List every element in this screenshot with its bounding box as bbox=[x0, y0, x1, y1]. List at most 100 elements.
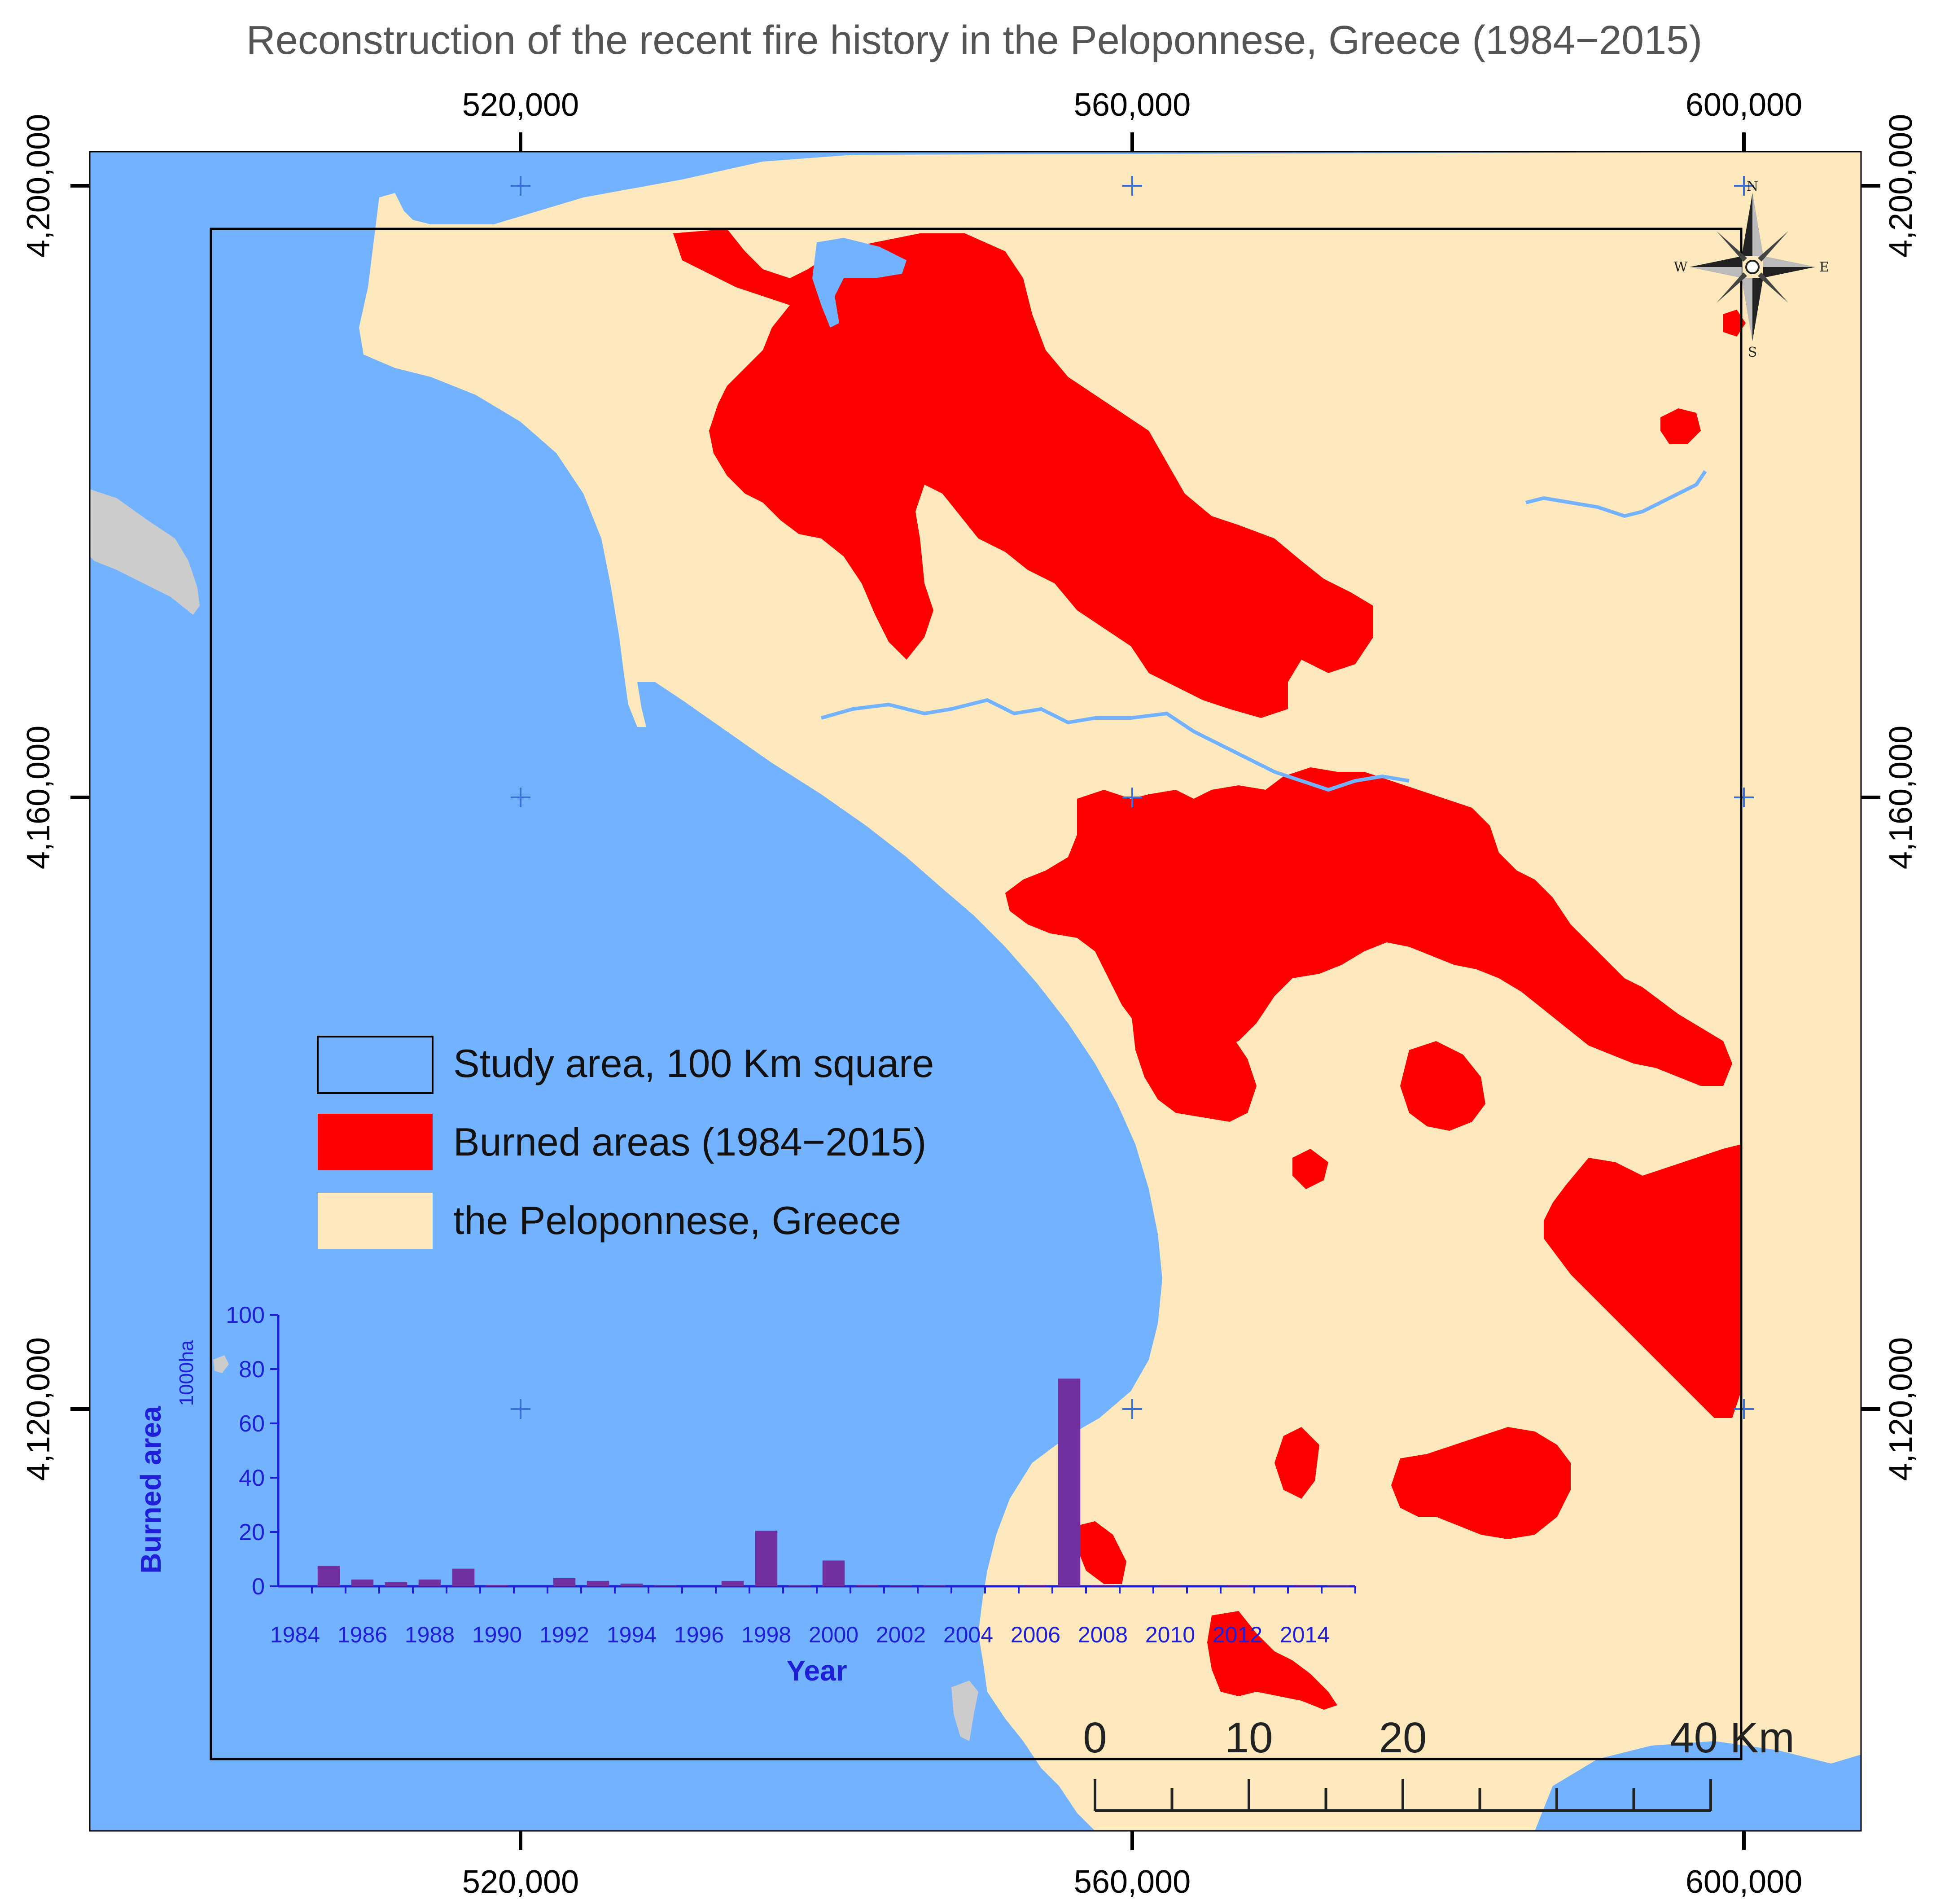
chart-x-tick-label: 2004 bbox=[943, 1622, 993, 1647]
x-tick-label-top-3: 600,000 bbox=[1686, 87, 1802, 123]
y-tick-label-left-2: 4,160,000 bbox=[21, 726, 57, 869]
chart-bar bbox=[587, 1580, 609, 1586]
burned-area-north-central bbox=[673, 229, 1373, 718]
chart-x-tick-label: 1994 bbox=[607, 1622, 657, 1647]
chart-bar bbox=[822, 1560, 845, 1586]
legend-swatch-land bbox=[318, 1193, 433, 1249]
outside-island-left bbox=[90, 489, 200, 615]
chart-bar bbox=[385, 1582, 407, 1586]
chart-x-tick-label: 2002 bbox=[876, 1622, 926, 1647]
chart-y-tick-label: 60 bbox=[239, 1411, 265, 1437]
chart-bar bbox=[553, 1578, 576, 1586]
scale-label-10: 10 bbox=[1225, 1714, 1273, 1762]
chart-x-tick-label: 1984 bbox=[270, 1622, 320, 1647]
y-tick-label-left-1: 4,200,000 bbox=[21, 114, 57, 258]
river-central bbox=[820, 698, 1410, 792]
grid-cross bbox=[511, 788, 530, 807]
burned-areas bbox=[673, 229, 1746, 1710]
map-axes: 520,000 560,000 600,000 520,000 560,000 … bbox=[21, 87, 1919, 1900]
burned-area-bottom-central bbox=[1207, 1611, 1337, 1710]
west-label: W bbox=[1674, 259, 1688, 275]
chart-bar bbox=[1327, 1585, 1350, 1586]
map-legend: Study area, 100 Km square Burned areas (… bbox=[317, 1036, 934, 1249]
chart-x-tick-label: 1990 bbox=[472, 1622, 522, 1647]
grid-cross bbox=[1734, 788, 1754, 807]
grid-cross bbox=[1122, 176, 1142, 196]
grid-cross bbox=[511, 176, 530, 196]
chart-y-tick-label: 20 bbox=[239, 1519, 265, 1545]
chart-x-tick-label: 2008 bbox=[1078, 1622, 1128, 1647]
chart-bar bbox=[317, 1566, 340, 1586]
east-label: E bbox=[1819, 259, 1829, 275]
lake-north bbox=[812, 238, 907, 328]
burned-area-southwest-fragment bbox=[1077, 1521, 1126, 1584]
chart-bar bbox=[1058, 1379, 1081, 1586]
y-tick-label-right-3: 4,120,000 bbox=[1883, 1337, 1919, 1481]
burned-area-south-mid bbox=[1275, 1427, 1319, 1499]
burned-area-southeast-large bbox=[1544, 1144, 1741, 1418]
burned-area-east-mid bbox=[1292, 1149, 1328, 1189]
chart-bar bbox=[1293, 1584, 1316, 1586]
map-frame bbox=[90, 152, 1861, 1831]
chart-y-label: Burned area bbox=[135, 1406, 167, 1574]
chart-x-ticks: 1984 1986 1988 1990 1992 1994 1996 1998 2000 2002… bbox=[270, 1586, 1356, 1647]
grid-crosses bbox=[511, 176, 1754, 1419]
burned-area-chart: 0 20 40 60 80 100 1984 1986 1988 1990 1992 1994 199… bbox=[135, 1302, 1356, 1687]
chart-x-tick-label: 2000 bbox=[809, 1622, 858, 1647]
y-tick-label-right-2: 4,160,000 bbox=[1883, 726, 1919, 869]
x-tick-label-bottom-3: 600,000 bbox=[1686, 1864, 1802, 1900]
chart-bar bbox=[452, 1568, 475, 1586]
chart-bar bbox=[721, 1580, 744, 1586]
chart-x-tick-label: 2006 bbox=[1011, 1622, 1060, 1647]
grid-cross bbox=[1734, 1399, 1754, 1419]
legend-swatch-study-area bbox=[317, 1036, 434, 1094]
compass-rose-icon bbox=[1690, 193, 1815, 341]
burned-area-northeast-small bbox=[1660, 408, 1701, 444]
river-northeast bbox=[1525, 470, 1707, 518]
scale-bar-ticks bbox=[1094, 1779, 1712, 1811]
chart-x-tick-label: 1992 bbox=[539, 1622, 589, 1647]
chart-bar bbox=[788, 1585, 811, 1586]
chart-bar bbox=[620, 1583, 643, 1586]
legend-label-study-area: Study area, 100 Km square bbox=[453, 1041, 934, 1085]
chart-bar bbox=[923, 1585, 946, 1586]
grid-cross bbox=[511, 1399, 530, 1419]
peloponnese-land bbox=[359, 152, 1861, 1831]
chart-bar bbox=[418, 1579, 441, 1586]
chart-bar bbox=[856, 1584, 879, 1586]
chart-x-tick-label: 1998 bbox=[741, 1622, 791, 1647]
legend-swatch-burned bbox=[318, 1114, 433, 1170]
scale-bar: 0 10 20 40 Km bbox=[1083, 1714, 1795, 1812]
map-frame-border bbox=[89, 151, 1862, 1832]
chart-y-tick-label: 80 bbox=[239, 1357, 265, 1383]
chart-bar bbox=[1226, 1584, 1249, 1586]
burned-area-central-east bbox=[1005, 767, 1732, 1086]
chart-bars bbox=[317, 1379, 1350, 1586]
chart-y-ticks: 0 20 40 60 80 100 bbox=[226, 1302, 278, 1600]
y-tick-label-left-3: 4,120,000 bbox=[21, 1337, 57, 1481]
burned-area-east-patch bbox=[1400, 1041, 1485, 1131]
chart-bar bbox=[889, 1585, 912, 1586]
chart-y-unit: 1000ha bbox=[175, 1340, 197, 1406]
scale-label-20: 20 bbox=[1379, 1714, 1427, 1762]
chart-y-tick-label: 40 bbox=[239, 1465, 265, 1491]
burned-area-central-south bbox=[1131, 1005, 1257, 1122]
outside-island-small-2 bbox=[213, 1355, 229, 1373]
x-tick-label-top-2: 560,000 bbox=[1074, 87, 1191, 123]
burned-area-south-patch bbox=[1391, 1427, 1571, 1539]
chart-x-tick-label: 2012 bbox=[1213, 1622, 1262, 1647]
chart-bar bbox=[654, 1585, 677, 1586]
chart-x-tick-label: 2010 bbox=[1145, 1622, 1195, 1647]
study-area-square bbox=[210, 228, 1743, 1760]
y-tick-label-right-1: 4,200,000 bbox=[1883, 114, 1919, 258]
grid-cross bbox=[1122, 1399, 1142, 1419]
chart-x-tick-label: 1996 bbox=[674, 1622, 724, 1647]
chart-x-tick-label: 2014 bbox=[1280, 1622, 1330, 1647]
chart-bar bbox=[755, 1530, 778, 1586]
legend-label-land: the Peloponnese, Greece bbox=[453, 1198, 901, 1243]
grid-cross bbox=[1734, 176, 1754, 196]
outside-island-small bbox=[951, 1681, 978, 1741]
chart-bar bbox=[1024, 1584, 1047, 1586]
chart-bar bbox=[1091, 1584, 1114, 1586]
